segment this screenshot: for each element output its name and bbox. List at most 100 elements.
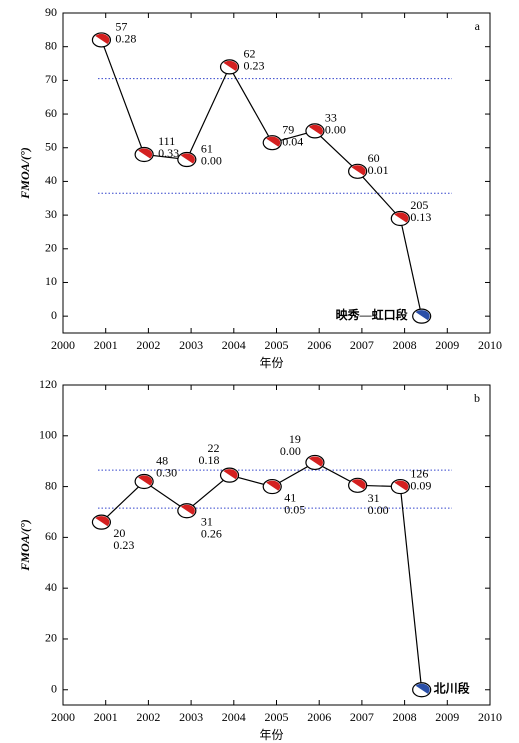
x-axis-label: 年份 bbox=[259, 728, 283, 742]
x-tick-label: 2007 bbox=[350, 710, 374, 724]
panel-label: a bbox=[475, 19, 481, 33]
x-tick-label: 2005 bbox=[265, 338, 289, 352]
point-label: 0.18 bbox=[199, 453, 220, 467]
marker-fill bbox=[138, 148, 153, 159]
y-axis-label: FMOA/(°) bbox=[18, 519, 32, 571]
y-tick-label: 10 bbox=[45, 274, 57, 288]
x-tick-label: 2001 bbox=[94, 710, 118, 724]
point-label: 57 bbox=[115, 20, 127, 34]
plot-frame bbox=[62, 12, 491, 334]
point-marker bbox=[412, 308, 432, 324]
y-axis-label: FMOA/(°) bbox=[18, 147, 32, 199]
x-tick-label: 2010 bbox=[478, 338, 502, 352]
x-tick-label: 2000 bbox=[51, 710, 75, 724]
y-tick-label: 100 bbox=[39, 428, 57, 442]
point-label: 22 bbox=[208, 441, 220, 455]
point-label: 0.23 bbox=[113, 538, 134, 552]
y-tick-label: 40 bbox=[45, 580, 57, 594]
marker-fill bbox=[266, 136, 281, 147]
y-tick-label: 20 bbox=[45, 241, 57, 255]
marker-fill bbox=[308, 124, 323, 135]
point-label: 48 bbox=[156, 453, 168, 467]
point-label: 0.23 bbox=[244, 59, 265, 73]
x-tick-label: 2008 bbox=[393, 710, 417, 724]
point-marker bbox=[305, 123, 325, 139]
point-label: 205 bbox=[410, 198, 428, 212]
x-tick-label: 2002 bbox=[136, 338, 160, 352]
x-axis-label: 年份 bbox=[259, 356, 283, 370]
point-label: 0.28 bbox=[115, 32, 136, 46]
point-marker bbox=[134, 146, 154, 163]
point-label: 0.04 bbox=[282, 134, 303, 148]
point-marker bbox=[262, 135, 282, 151]
marker-fill bbox=[415, 310, 430, 321]
x-tick-label: 2001 bbox=[94, 338, 118, 352]
x-tick-label: 2009 bbox=[435, 710, 459, 724]
point-marker bbox=[348, 163, 368, 179]
marker-fill bbox=[95, 33, 110, 44]
point-label: 映秀—虹口段 bbox=[336, 307, 409, 322]
point-label: 31 bbox=[368, 491, 380, 505]
y-tick-label: 80 bbox=[45, 38, 57, 52]
point-label: 0.09 bbox=[410, 478, 431, 492]
point-label: 0.30 bbox=[156, 465, 177, 479]
y-tick-label: 70 bbox=[45, 72, 57, 86]
point-marker bbox=[390, 478, 410, 495]
point-label: 0.01 bbox=[368, 163, 389, 177]
point-marker bbox=[305, 454, 325, 471]
marker-fill bbox=[308, 456, 323, 467]
x-tick-label: 2003 bbox=[179, 338, 203, 352]
marker-fill bbox=[266, 480, 281, 491]
y-tick-label: 80 bbox=[45, 478, 57, 492]
point-label: 41 bbox=[284, 490, 296, 504]
marker-fill bbox=[351, 165, 366, 176]
marker-fill bbox=[223, 469, 238, 480]
point-label: 79 bbox=[282, 122, 294, 136]
point-label: 126 bbox=[410, 466, 428, 480]
point-label: 60 bbox=[368, 151, 380, 165]
x-tick-label: 2008 bbox=[393, 338, 417, 352]
point-marker bbox=[412, 682, 432, 698]
point-marker bbox=[177, 503, 197, 519]
point-label: 19 bbox=[289, 432, 301, 446]
point-label: 33 bbox=[325, 111, 337, 125]
point-label: 0.26 bbox=[201, 526, 222, 540]
marker-fill bbox=[415, 683, 430, 694]
point-label: 0.00 bbox=[201, 153, 222, 167]
point-label: 31 bbox=[201, 514, 213, 528]
y-tick-label: 50 bbox=[45, 139, 57, 153]
y-tick-label: 30 bbox=[45, 207, 57, 221]
x-tick-label: 2006 bbox=[307, 338, 331, 352]
marker-fill bbox=[351, 479, 366, 490]
point-label: 62 bbox=[244, 47, 256, 61]
marker-fill bbox=[180, 504, 195, 515]
y-tick-label: 60 bbox=[45, 529, 57, 543]
x-tick-label: 2006 bbox=[307, 710, 331, 724]
point-label: 0.13 bbox=[410, 210, 431, 224]
point-marker bbox=[91, 514, 112, 530]
point-label: 20 bbox=[113, 526, 125, 540]
point-marker bbox=[219, 59, 240, 75]
point-marker bbox=[348, 477, 368, 493]
marker-fill bbox=[223, 60, 238, 71]
marker-fill bbox=[394, 212, 409, 223]
y-tick-label: 20 bbox=[45, 631, 57, 645]
x-tick-label: 2005 bbox=[265, 710, 289, 724]
y-tick-label: 0 bbox=[51, 308, 57, 322]
y-tick-label: 60 bbox=[45, 106, 57, 120]
x-tick-label: 2009 bbox=[435, 338, 459, 352]
marker-fill bbox=[95, 516, 110, 527]
point-label: 北川段 bbox=[434, 681, 471, 696]
marker-fill bbox=[394, 480, 409, 491]
data-line bbox=[100, 39, 423, 317]
point-label: 111 bbox=[158, 134, 175, 148]
point-marker bbox=[219, 467, 240, 483]
point-marker bbox=[91, 32, 112, 48]
x-tick-label: 2004 bbox=[222, 338, 246, 352]
marker-fill bbox=[138, 475, 153, 486]
point-label: 61 bbox=[201, 141, 213, 155]
x-tick-label: 2002 bbox=[136, 710, 160, 724]
point-label: 0.00 bbox=[368, 503, 389, 517]
x-tick-label: 2000 bbox=[51, 338, 75, 352]
